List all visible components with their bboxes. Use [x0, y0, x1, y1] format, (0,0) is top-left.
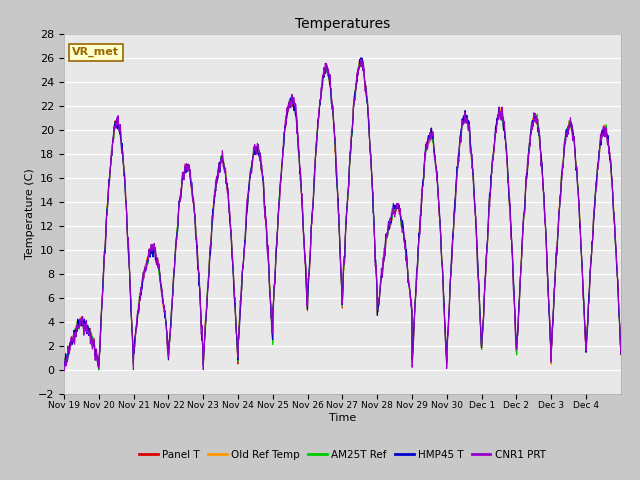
Title: Temperatures: Temperatures [295, 17, 390, 31]
Text: VR_met: VR_met [72, 47, 119, 58]
Legend: Panel T, Old Ref Temp, AM25T Ref, HMP45 T, CNR1 PRT: Panel T, Old Ref Temp, AM25T Ref, HMP45 … [135, 445, 550, 464]
X-axis label: Time: Time [329, 413, 356, 423]
Y-axis label: Temperature (C): Temperature (C) [25, 168, 35, 259]
